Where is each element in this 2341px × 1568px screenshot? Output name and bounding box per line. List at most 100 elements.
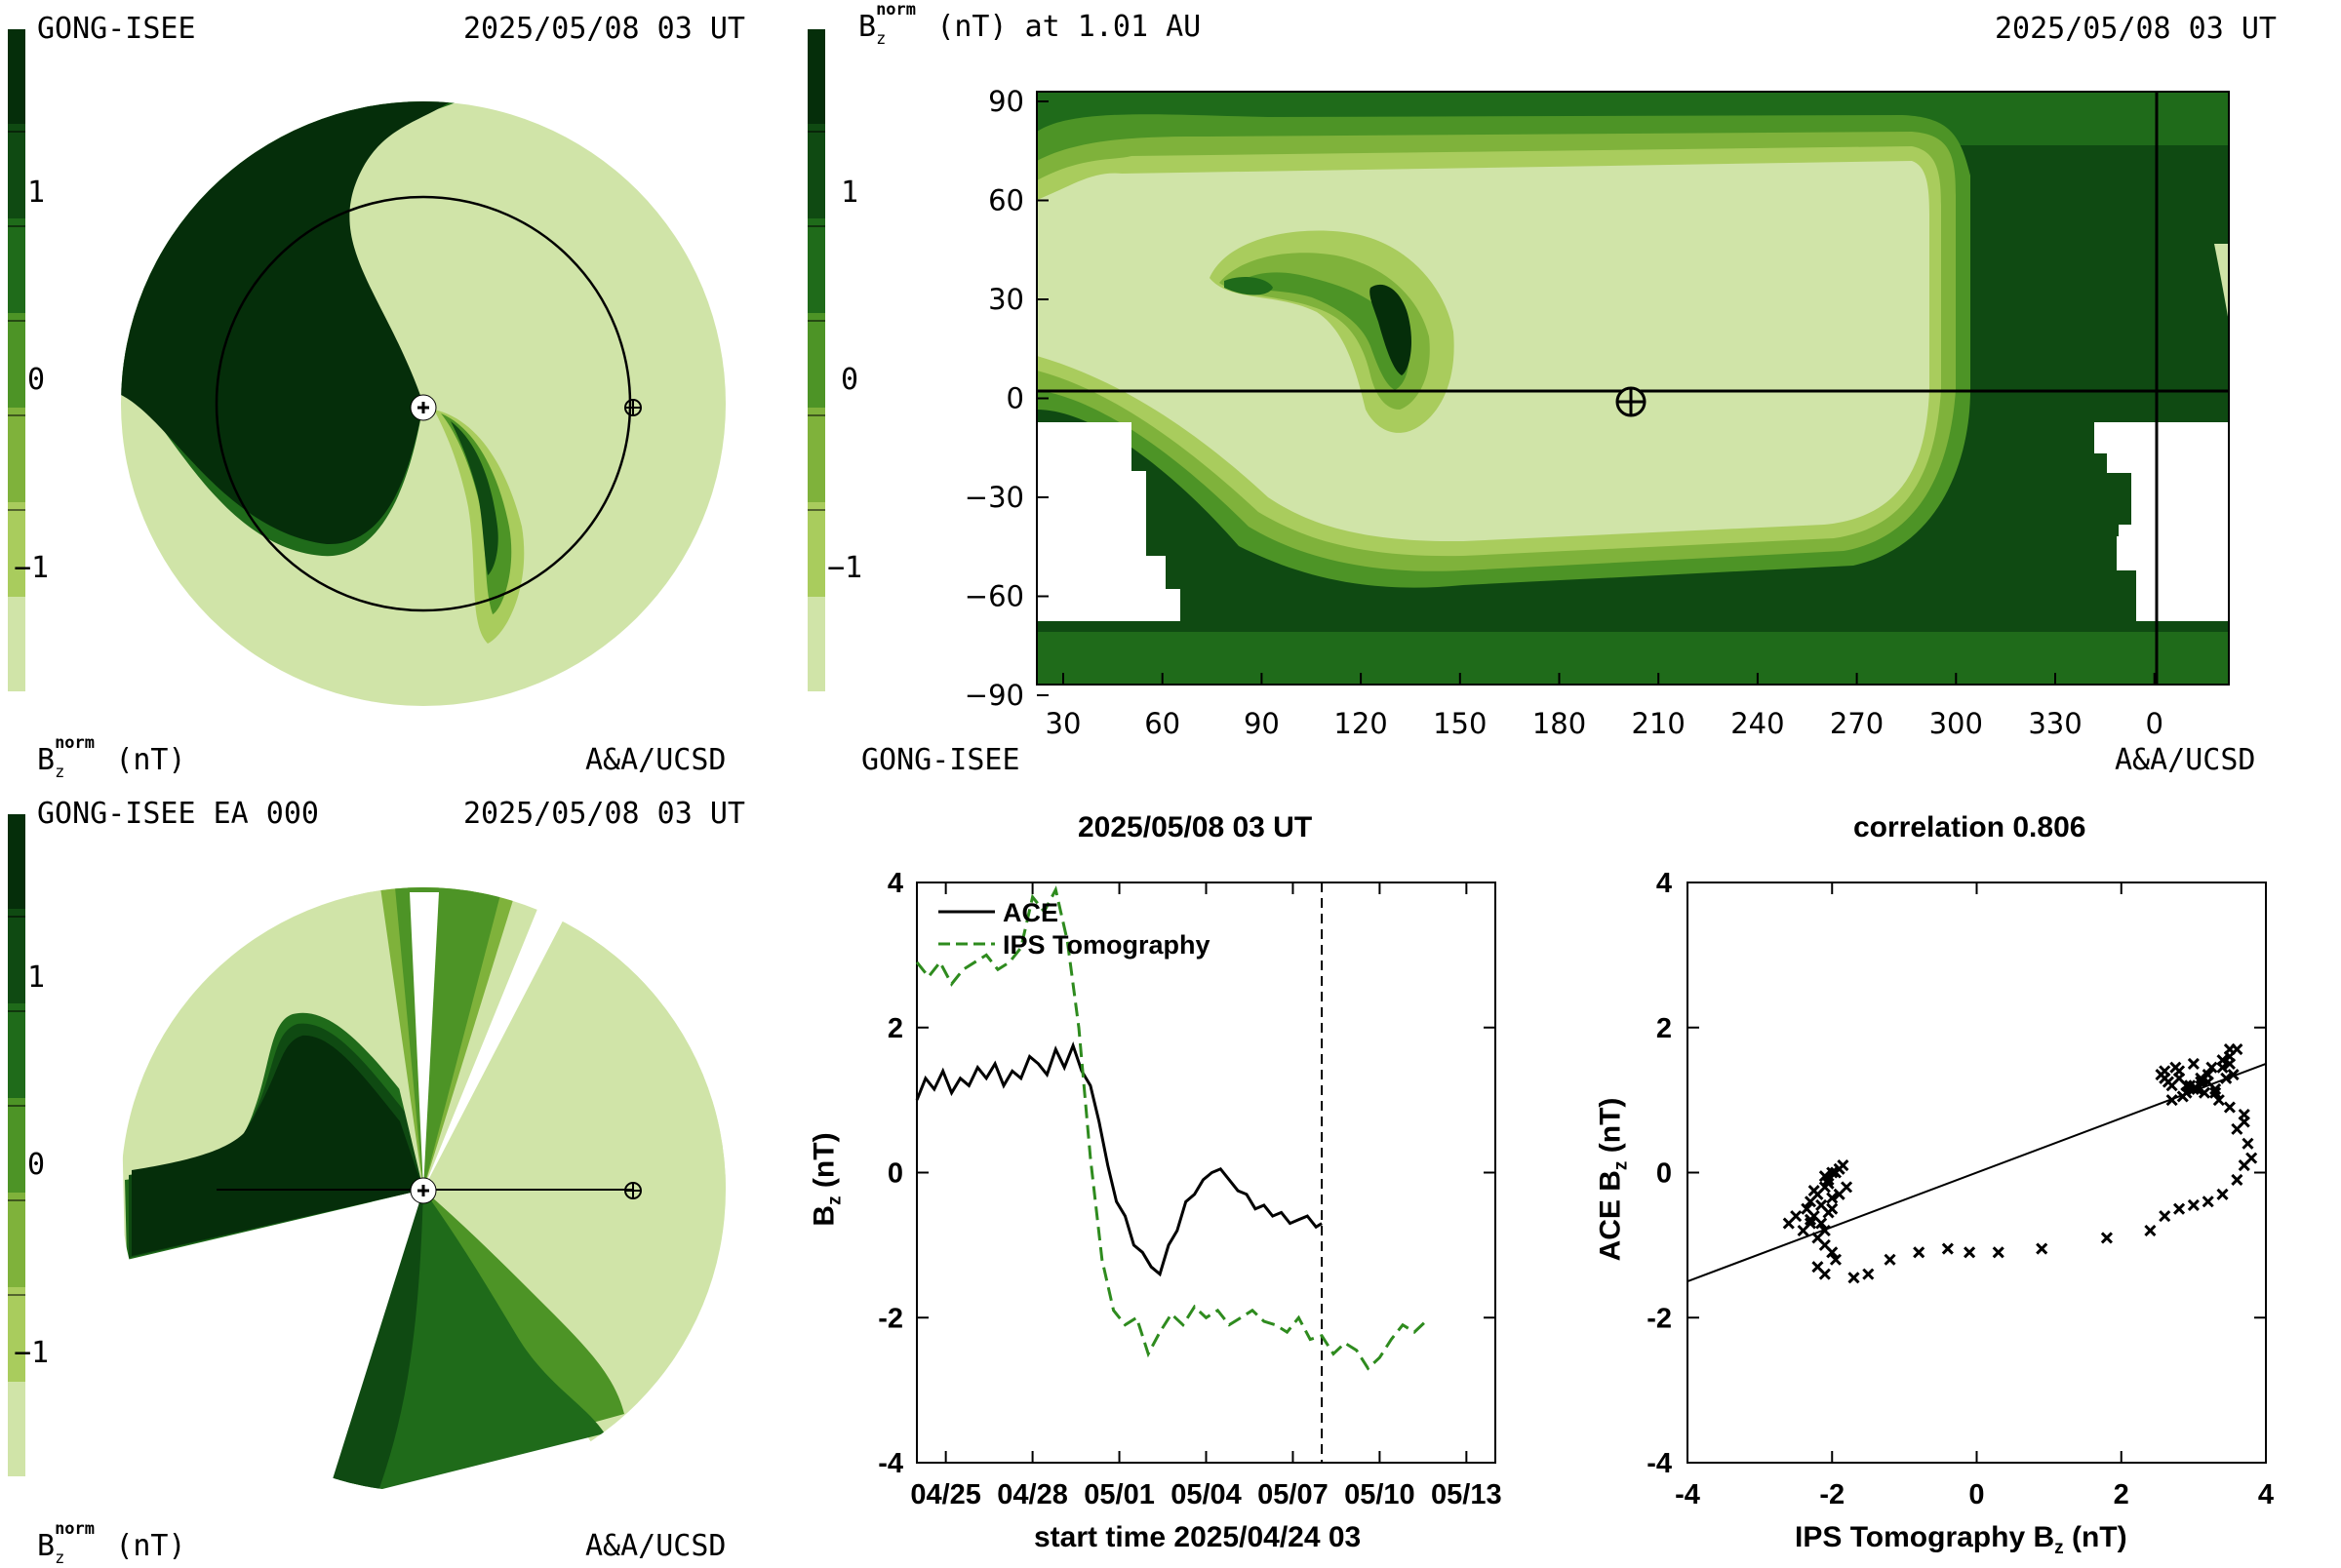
map-y-tick-label: 30 bbox=[988, 283, 1024, 316]
map-x-tick-label: 270 bbox=[1830, 707, 1884, 740]
top-left-polar-map bbox=[121, 101, 726, 706]
scatter-fit-line bbox=[1686, 1063, 2267, 1282]
timeseries-x-tick-label: 05/13 bbox=[1431, 1479, 1502, 1510]
scatter-point bbox=[1941, 1242, 1954, 1255]
top-left-colorbar bbox=[8, 29, 25, 691]
scatter-x-tick-label: 0 bbox=[1968, 1479, 1984, 1510]
scatter-point bbox=[2144, 1224, 2157, 1237]
scatter-point bbox=[2227, 1069, 2240, 1081]
timeseries-x-tick-label: 04/25 bbox=[910, 1479, 981, 1510]
top-right-colorbar bbox=[808, 29, 825, 691]
scatter-point bbox=[1847, 1272, 1860, 1284]
top-left-tick-1: 1 bbox=[27, 176, 46, 210]
colorbar-band bbox=[8, 408, 25, 502]
top-left-timestamp: 2025/05/08 03 UT bbox=[463, 12, 745, 46]
map-x-tick-label: 0 bbox=[2145, 707, 2162, 740]
scatter-y-tick-label: 4 bbox=[1656, 868, 1672, 899]
top-right-cb-tick-0: 0 bbox=[841, 363, 859, 397]
scatter-point bbox=[1822, 1206, 1835, 1219]
colorbar-band bbox=[8, 1003, 25, 1098]
scatter-point bbox=[2162, 1076, 2174, 1088]
scatter-point bbox=[1807, 1185, 1820, 1197]
scatter-point bbox=[1826, 1246, 1839, 1259]
scatter-point bbox=[1790, 1210, 1803, 1223]
scatter-xlabel: IPS Tomography Bz (nT) bbox=[1795, 1521, 2127, 1558]
scatter-point bbox=[2184, 1079, 2197, 1092]
scatter-point bbox=[2195, 1072, 2207, 1084]
timeseries-line-ips-tomography bbox=[915, 885, 1427, 1371]
timeseries-ylabel: Bz (nT) bbox=[808, 1132, 846, 1227]
scatter-point bbox=[2159, 1210, 2171, 1223]
map-x-tick-label: 120 bbox=[1333, 707, 1387, 740]
top-right-cb-tick-neg1: −1 bbox=[827, 551, 863, 585]
timeseries-xlabel: start time 2025/04/24 03 bbox=[1034, 1521, 1362, 1553]
scatter-ylabel: ACE Bz (nT) bbox=[1594, 1097, 1632, 1262]
timeseries-chart: 4 2 0 -2 -404/25 04/28 05/01 05/04 05/07 05/10 05/… bbox=[878, 868, 1501, 1510]
scatter-point bbox=[2172, 1202, 2186, 1215]
scatter-point bbox=[2220, 1072, 2233, 1084]
colorbar-band bbox=[8, 814, 25, 909]
scatter-point bbox=[2238, 1108, 2250, 1121]
scatter-point bbox=[2202, 1196, 2214, 1208]
scatter-point bbox=[1804, 1217, 1817, 1230]
bottom-left-source: GONG-ISEE EA 000 bbox=[37, 797, 319, 831]
bottom-left-timestamp: 2025/05/08 03 UT bbox=[463, 797, 745, 831]
map-x-tick-label: 30 bbox=[1046, 707, 1082, 740]
legend-label: ACE bbox=[1003, 898, 1058, 927]
scatter-point bbox=[1884, 1253, 1896, 1266]
colorbar-band bbox=[8, 124, 25, 218]
colorbar-band bbox=[8, 1287, 25, 1382]
scatter-x-tick-label: -4 bbox=[1675, 1479, 1700, 1510]
colorbar-band bbox=[8, 29, 25, 124]
map-y-tick-label: −60 bbox=[965, 580, 1024, 613]
map-x-tick-label: 180 bbox=[1532, 707, 1586, 740]
scatter-point bbox=[2202, 1076, 2214, 1088]
scatter-x-tick-label: -2 bbox=[1819, 1479, 1845, 1510]
colorbar-band bbox=[8, 597, 25, 691]
scatter-point bbox=[2223, 1101, 2237, 1114]
timeseries-y-tick-label: -2 bbox=[878, 1303, 903, 1334]
timeseries-x-tick-label: 05/07 bbox=[1257, 1479, 1329, 1510]
colorbar-band bbox=[8, 1098, 25, 1193]
map-x-tick-label: 240 bbox=[1730, 707, 1784, 740]
bottom-left-tick-0: 0 bbox=[27, 1148, 46, 1182]
map-x-tick-label: 330 bbox=[2028, 707, 2082, 740]
scatter-point bbox=[1837, 1158, 1849, 1172]
scatter-point bbox=[2191, 1082, 2203, 1096]
scatter-point bbox=[1826, 1166, 1839, 1179]
scatter-point bbox=[2216, 1188, 2229, 1200]
scatter-point bbox=[2223, 1042, 2237, 1056]
scatter-point bbox=[2242, 1137, 2254, 1150]
scatter-x-tick-label: 4 bbox=[2258, 1479, 2274, 1510]
top-left-source: GONG-ISEE bbox=[37, 12, 196, 46]
timeseries-x-tick-label: 05/10 bbox=[1344, 1479, 1415, 1510]
colorbar-band bbox=[8, 218, 25, 313]
colorbar-band bbox=[8, 1193, 25, 1287]
timeseries-x-tick-label: 05/04 bbox=[1170, 1479, 1242, 1510]
colorbar-band bbox=[808, 29, 825, 124]
map-x-tick-label: 210 bbox=[1632, 707, 1686, 740]
scatter-point bbox=[2212, 1094, 2225, 1107]
scatter-point bbox=[2176, 1090, 2189, 1103]
scatter-point bbox=[2187, 1198, 2200, 1212]
colorbar-band bbox=[808, 218, 825, 313]
colorbar-band bbox=[8, 1382, 25, 1476]
bottom-left-credit: A&A/UCSD bbox=[585, 1529, 727, 1563]
top-right-credit: A&A/UCSD bbox=[2115, 743, 2256, 777]
scatter-point bbox=[2231, 1173, 2243, 1187]
map-x-tick-label: 90 bbox=[1244, 707, 1280, 740]
colorbar-band bbox=[8, 313, 25, 408]
colorbar-band bbox=[808, 502, 825, 597]
bottom-left-tick-1: 1 bbox=[27, 960, 46, 995]
scatter-y-tick-label: -4 bbox=[1647, 1448, 1672, 1479]
map-y-tick-label: 0 bbox=[1007, 382, 1024, 415]
scatter-point bbox=[1818, 1170, 1831, 1183]
scatter-y-tick-label: 2 bbox=[1656, 1013, 1672, 1044]
colorbar-band bbox=[808, 124, 825, 218]
scatter-point bbox=[1818, 1224, 1831, 1237]
map-y-tick-label: −30 bbox=[965, 481, 1024, 514]
